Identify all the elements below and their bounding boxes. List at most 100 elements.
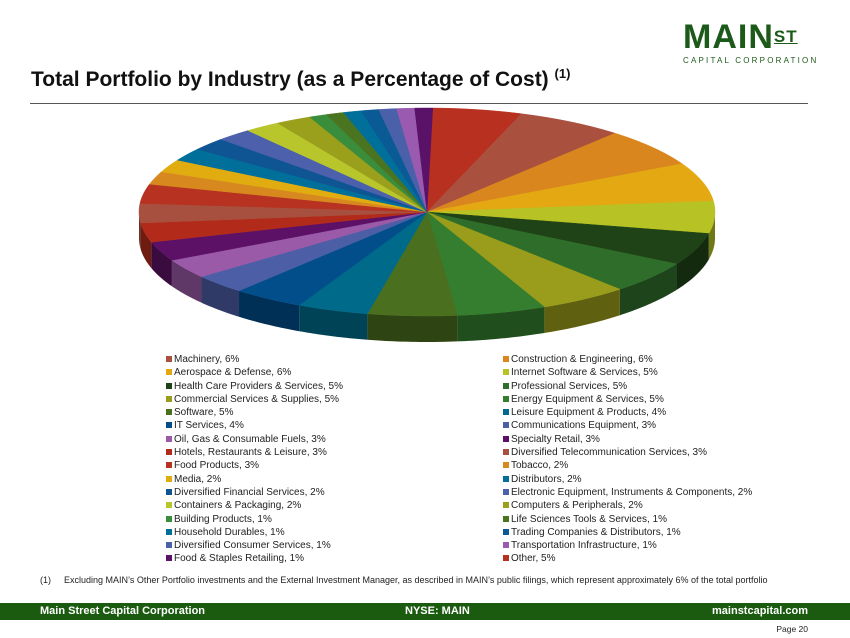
legend-label: Construction & Engineering, 6% [511,354,653,365]
legend-label: Electronic Equipment, Instruments & Comp… [511,486,753,498]
legend-label: Leisure Equipment & Products, 4% [511,407,667,419]
pie-slice: Aerospace & Defense, 6% [426,163,714,213]
legend-swatch [503,409,509,416]
legend-swatch [503,435,509,442]
legend-label: Aerospace & Defense, 6% [174,367,292,379]
pie-slice-side [239,290,300,332]
legend-swatch [166,462,172,469]
legend-label: Life Sciences Tools & Services, 1% [511,513,668,525]
title-divider [30,103,808,104]
title-footnote-marker: (1) [554,66,571,81]
pie-slice-side [676,233,709,290]
pie-slice-side [151,242,172,287]
legend-swatch [503,542,509,549]
legend-label: Commercial Services & Supplies, 5% [174,393,340,405]
legend-swatch [166,422,172,429]
legend-swatch [166,435,172,442]
legend-item: Computers & Peripherals, 2% [503,499,752,512]
legend-swatch [503,475,509,482]
pie-slice: Energy Equipment & Services, 5% [426,211,545,316]
legend-item: Diversified Financial Services, 2% [166,486,343,499]
legend-item: Tobacco, 2% [503,459,752,472]
footer-website[interactable]: mainstcapital.com [712,605,808,617]
legend-label: Health Care Providers & Services, 5% [174,380,343,392]
pie-chart: Other, 5%Machinery, 6%Construction & Eng… [138,107,716,342]
legend-swatch [166,488,172,495]
legend-label: Household Durables, 1% [174,526,285,538]
legend-item: Diversified Telecommunication Services, … [503,446,752,459]
pie-slice: Other, 5% [426,107,522,213]
legend-label: Trading Companies & Distributors, 1% [511,526,681,538]
legend-item: Specialty Retail, 3% [503,433,752,446]
pie-slice: Electronic Equipment, Instruments & Comp… [220,130,428,213]
pie-slice-side [619,263,677,316]
legend-item: Life Sciences Tools & Services, 1% [503,513,752,526]
legend-label: Distributors, 2% [511,473,582,485]
legend-item: Diversified Consumer Services, 1% [166,539,343,552]
legend-item: Electronic Equipment, Instruments & Comp… [503,486,752,499]
legend-label: Professional Services, 5% [511,380,628,392]
legend-label: Tobacco, 2% [511,460,569,472]
legend-label: Food Products, 3% [174,460,260,472]
legend-item: Containers & Packaging, 2% [166,499,343,512]
legend-swatch [166,542,172,549]
legend-label: Diversified Consumer Services, 1% [174,540,331,552]
legend-item: Professional Services, 5% [503,380,752,393]
pie-slice: Computers & Peripherals, 2% [276,116,428,213]
legend-label: Media, 2% [174,473,222,485]
main-street-logo: MAINST CAPITAL CORPORATION [683,20,818,65]
legend-item: Transportation Infrastructure, 1% [503,539,752,552]
pie-slice: Life Sciences Tools & Services, 1% [325,112,428,213]
legend-swatch [166,528,172,535]
pie-slice: Health Care Providers & Services, 5% [426,211,710,265]
footnote-text: Excluding MAIN’s Other Portfolio investm… [64,575,768,585]
pie-slice: Hotels, Restaurants & Leisure, 3% [140,211,428,243]
pie-slice: Construction & Engineering, 6% [426,132,683,213]
pie-slice-side [171,260,202,303]
legend-item: Aerospace & Defense, 6% [166,366,343,379]
legend-label: Food & Staples Retailing, 1% [174,553,305,565]
legend-item: Leisure Equipment & Products, 4% [503,406,752,419]
legend-item: Construction & Engineering, 6% [503,353,752,366]
legend-swatch [503,555,509,562]
legend-swatch [166,502,172,509]
legend-swatch [503,356,509,362]
pie-slice-side [140,222,152,269]
legend-swatch [166,395,172,402]
legend-item: Building Products, 1% [166,513,343,526]
legend-label: Containers & Packaging, 2% [174,500,302,512]
page-title: Total Portfolio by Industry (as a Percen… [31,66,570,92]
pie-slice: Oil, Gas & Consumable Fuels, 3% [171,211,428,277]
pie-slice-side [708,212,715,260]
pie-slice: Diversified Consumer Services, 1% [378,108,428,213]
legend-label: Diversified Telecommunication Services, … [511,447,708,459]
legend-item: Distributors, 2% [503,473,752,486]
legend-item: Machinery, 6% [166,353,343,366]
footnote: (1) Excluding MAIN’s Other Portfolio inv… [40,575,800,586]
pie-slice: Household Durables, 1% [343,110,428,213]
legend-label: Internet Software & Services, 5% [511,367,658,379]
legend-label: Oil, Gas & Consumable Fuels, 3% [174,433,326,445]
legend-item: Commercial Services & Supplies, 5% [166,393,343,406]
legend-swatch [166,382,172,389]
legend-swatch [166,409,172,416]
legend-swatch [166,515,172,522]
pie-slice: Diversified Financial Services, 2% [196,139,428,213]
legend-swatch [503,382,509,389]
legend-item: Communications Equipment, 3% [503,419,752,432]
legend-item: Energy Equipment & Services, 5% [503,393,752,406]
legend-item: Health Care Providers & Services, 5% [166,380,343,393]
legend-label: Building Products, 1% [174,513,272,525]
legend-label: Diversified Financial Services, 2% [174,486,325,498]
legend-item: Internet Software & Services, 5% [503,366,752,379]
pie-slice: Professional Services, 5% [426,211,678,290]
legend-swatch [503,488,509,495]
legend-swatch [503,395,509,402]
footer-ticker: NYSE: MAIN [405,605,470,617]
pie-slice-side [201,276,240,317]
pie-slice: Machinery, 6% [426,113,616,213]
legend-swatch [503,369,509,376]
legend-right: Construction & Engineering, 6% Internet S… [503,353,752,566]
pie-slice: Software, 5% [366,211,458,317]
footer-bar: Main Street Capital Corporation NYSE: MA… [0,603,850,620]
